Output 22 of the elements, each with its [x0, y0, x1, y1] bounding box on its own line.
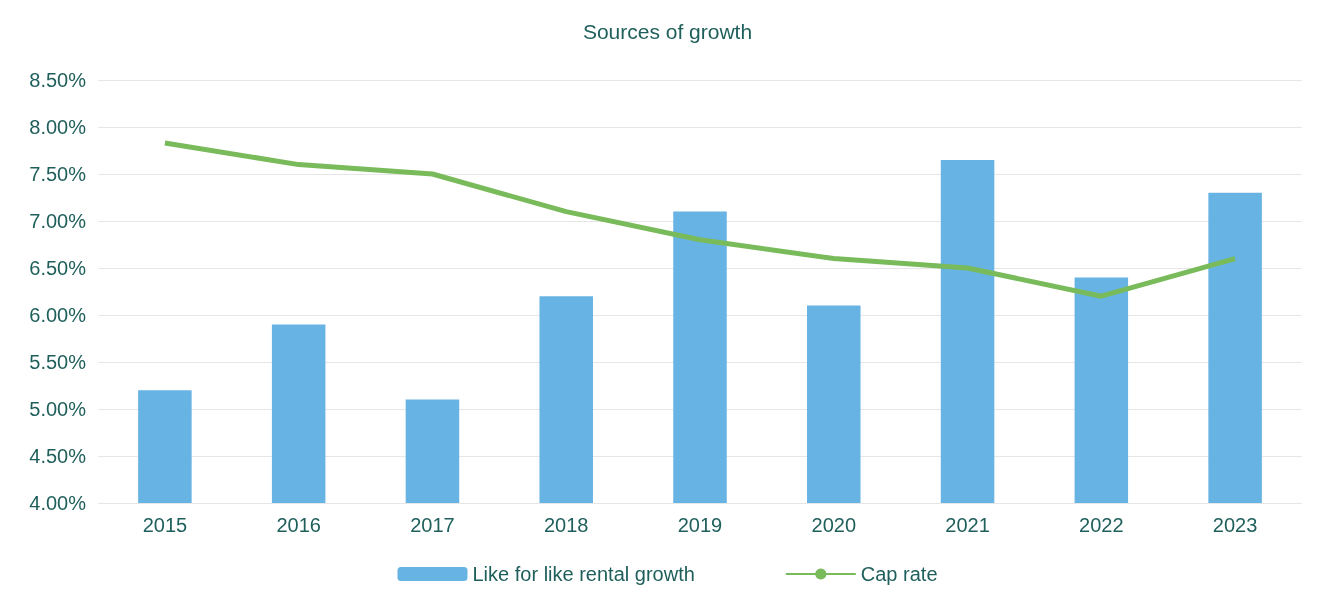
x-tick-label: 2022 — [1079, 514, 1124, 536]
legend-label: Like for like rental growth — [472, 563, 695, 585]
y-tick-label: 6.50% — [29, 257, 87, 279]
y-tick-label: 7.50% — [29, 163, 87, 185]
x-tick-label: 2015 — [142, 514, 188, 536]
y-tick-label: 5.50% — [29, 351, 87, 373]
x-tick-label: 2023 — [1212, 514, 1258, 536]
x-tick-label: 2019 — [677, 514, 723, 536]
x-tick-label: 2016 — [276, 514, 321, 536]
x-tick-label: 2018 — [543, 514, 589, 536]
y-tick-label: 8.00% — [29, 116, 87, 138]
y-tick-label: 7.00% — [29, 210, 87, 232]
y-tick-label: 4.50% — [29, 445, 87, 467]
x-tick-label: 2021 — [945, 514, 990, 536]
y-tick-label: 6.00% — [29, 304, 87, 326]
legend-label: Cap rate — [860, 563, 938, 585]
chart-title: Sources of growth — [582, 20, 753, 43]
x-tick-label: 2017 — [410, 514, 455, 536]
y-tick-label: 5.00% — [29, 398, 87, 420]
y-tick-label: 8.50% — [29, 69, 87, 91]
x-tick-label: 2020 — [811, 514, 857, 536]
y-tick-label: 4.00% — [29, 492, 87, 514]
